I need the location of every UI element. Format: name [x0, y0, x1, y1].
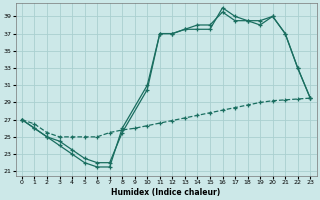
X-axis label: Humidex (Indice chaleur): Humidex (Indice chaleur)	[111, 188, 221, 197]
